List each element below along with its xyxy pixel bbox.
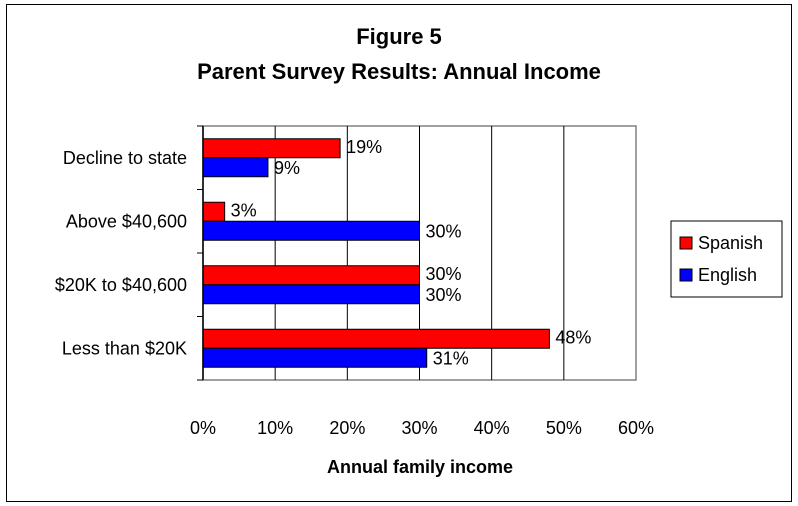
bar-spanish [202, 138, 341, 159]
x-tick-label: 60% [618, 418, 654, 438]
bar-spanish [202, 201, 226, 222]
data-label: 19% [346, 137, 382, 157]
x-tick-label: 20% [329, 418, 365, 438]
bar-english [202, 347, 428, 368]
x-axis-label: Annual family income [327, 457, 513, 477]
bar-spanish [202, 328, 550, 349]
x-tick-label: 40% [474, 418, 510, 438]
category-label: Less than $20K [62, 338, 187, 358]
data-label: 30% [426, 285, 462, 305]
data-label: 30% [426, 264, 462, 284]
chart-title: Figure 5 [356, 24, 442, 49]
legend-swatch-english [679, 268, 693, 282]
x-tick-label: 30% [401, 418, 437, 438]
category-label: $20K to $40,600 [55, 275, 187, 295]
data-label: 3% [231, 200, 257, 220]
legend-box [670, 220, 783, 298]
x-tick-label: 10% [257, 418, 293, 438]
category-label: Decline to state [63, 148, 187, 168]
category-label: Above $40,600 [66, 211, 187, 231]
data-label: 31% [433, 348, 469, 368]
bar-english [202, 220, 420, 241]
legend-label-english: English [698, 265, 757, 285]
chart-subtitle: Parent Survey Results: Annual Income [197, 59, 601, 84]
x-tick-label: 50% [546, 418, 582, 438]
bar-english [202, 157, 269, 178]
legend-swatch-spanish [679, 236, 693, 250]
data-label: 48% [555, 327, 591, 347]
legend-label-spanish: Spanish [698, 233, 763, 253]
data-label: 30% [426, 221, 462, 241]
data-label: 9% [274, 158, 300, 178]
bar-spanish [202, 265, 420, 286]
x-tick-label: 0% [190, 418, 216, 438]
bar-english [202, 284, 420, 305]
